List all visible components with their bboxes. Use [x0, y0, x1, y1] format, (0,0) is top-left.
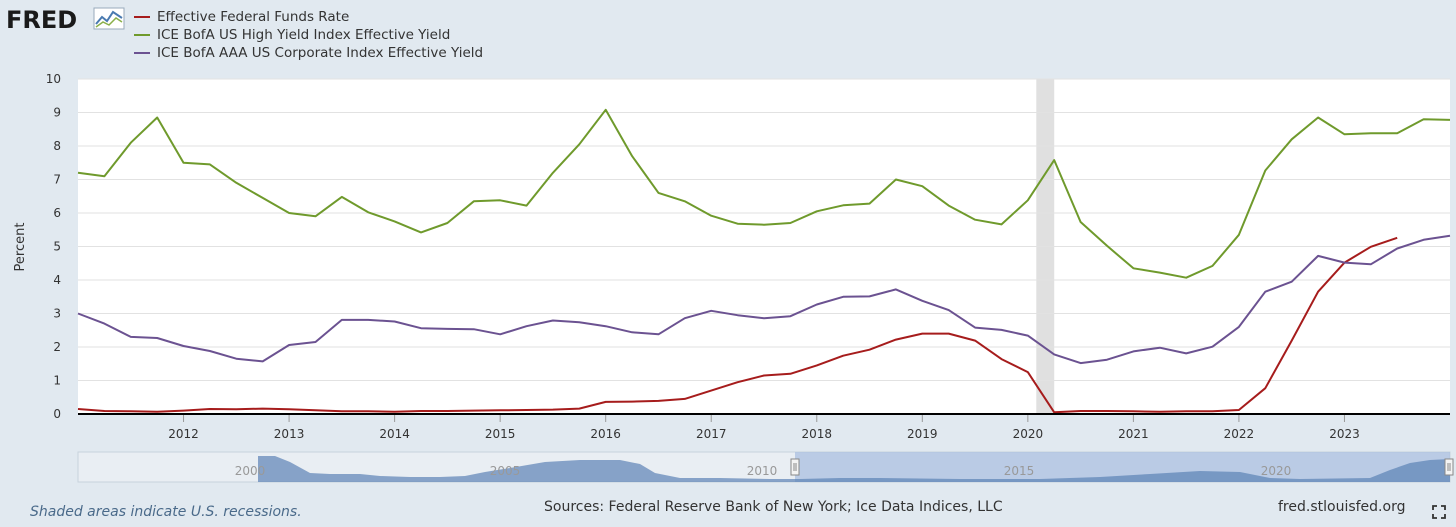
- legend-label-fed-funds: Effective Federal Funds Rate: [157, 9, 350, 25]
- legend-swatch-high-yield: [134, 34, 150, 36]
- navigator-handle-left[interactable]: [790, 458, 800, 476]
- x-tick-label: 2023: [1329, 427, 1360, 441]
- x-tick-label: 2015: [485, 427, 516, 441]
- legend-label-aaa-corporate: ICE BofA AAA US Corporate Index Effectiv…: [157, 45, 484, 61]
- x-tick-label: 2022: [1224, 427, 1255, 441]
- y-tick-label: 4: [53, 273, 61, 287]
- series-line-0[interactable]: [77, 236, 1398, 414]
- navigator-handle-right[interactable]: [1444, 458, 1454, 476]
- legend-swatch-aaa-corporate: [134, 52, 150, 54]
- navigator-label: 2000: [235, 464, 266, 478]
- sources-text: Sources: Federal Reserve Bank of New Yor…: [544, 499, 1003, 515]
- navigator-series-area: [258, 456, 1450, 482]
- x-tick-label: 2016: [590, 427, 621, 441]
- range-navigator[interactable]: 2000 2005 2010 2015 2020: [77, 451, 1454, 483]
- fred-logo-text: FRED: [6, 6, 77, 32]
- y-tick-label: 10: [46, 72, 61, 86]
- series-line-1[interactable]: [77, 108, 1451, 279]
- x-tick-label: 2012: [168, 427, 199, 441]
- y-tick-label: 8: [53, 139, 61, 153]
- x-tick-label: 2014: [379, 427, 410, 441]
- site-link[interactable]: fred.stlouisfed.org: [1278, 499, 1406, 515]
- legend-label-high-yield: ICE BofA US High Yield Index Effective Y…: [157, 27, 451, 43]
- fred-logo[interactable]: FRED: [6, 4, 126, 32]
- y-tick-label: 7: [53, 173, 61, 187]
- chart-legend: Effective Federal Funds Rate ICE BofA US…: [134, 8, 483, 62]
- y-tick-label: 9: [53, 106, 61, 120]
- x-tick-label: 2020: [1013, 427, 1044, 441]
- navigator-label: 2020: [1261, 464, 1292, 478]
- legend-item-high-yield[interactable]: ICE BofA US High Yield Index Effective Y…: [134, 26, 483, 44]
- navigator-label: 2015: [1004, 464, 1035, 478]
- x-tick-label: 2017: [696, 427, 727, 441]
- x-tick-label: 2013: [274, 427, 305, 441]
- series-line-2[interactable]: [77, 234, 1451, 365]
- y-tick-label: 5: [53, 240, 61, 254]
- x-tick-label: 2021: [1118, 427, 1149, 441]
- y-tick-label: 3: [53, 307, 61, 321]
- legend-item-fed-funds[interactable]: Effective Federal Funds Rate: [134, 8, 483, 26]
- legend-swatch-fed-funds: [134, 16, 150, 18]
- y-tick-label: 2: [53, 340, 61, 354]
- fullscreen-icon[interactable]: [1432, 505, 1446, 519]
- recessions-note: Shaded areas indicate U.S. recessions.: [30, 504, 302, 520]
- x-tick-label: 2018: [801, 427, 832, 441]
- legend-item-aaa-corporate[interactable]: ICE BofA AAA US Corporate Index Effectiv…: [134, 44, 483, 62]
- y-tick-label: 0: [53, 407, 61, 421]
- navigator-label: 2010: [747, 464, 778, 478]
- y-tick-label: 1: [53, 374, 61, 388]
- y-tick-label: 6: [53, 206, 61, 220]
- y-axis-label: Percent: [13, 223, 28, 272]
- navigator-label: 2005: [490, 464, 521, 478]
- x-tick-label: 2019: [907, 427, 938, 441]
